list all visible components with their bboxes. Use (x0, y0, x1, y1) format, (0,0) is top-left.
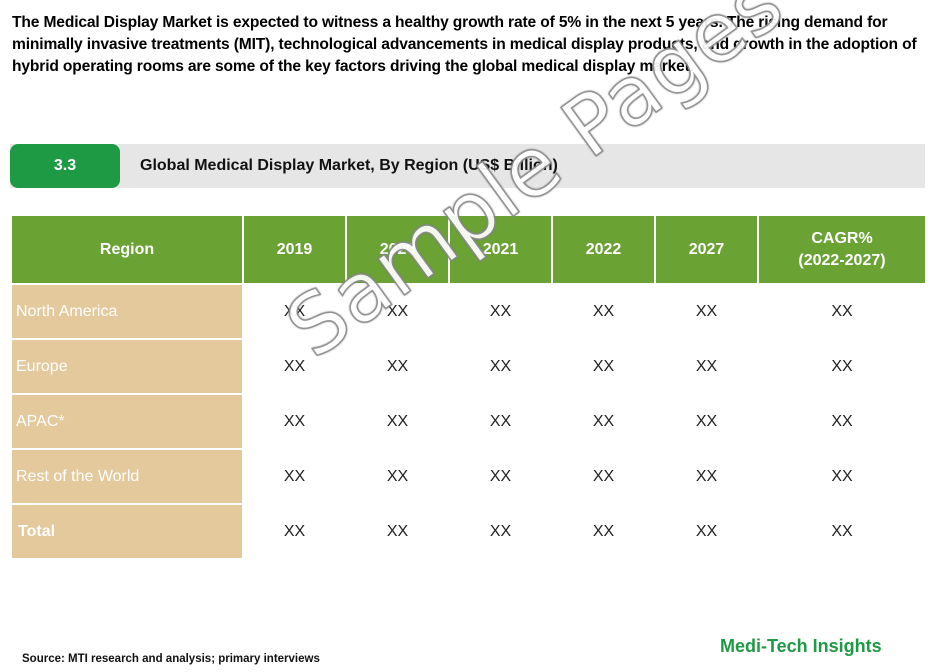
header-region: Region (10, 214, 244, 285)
market-by-region-table: Region 2019 2020 2021 2022 2027 CAGR% (2… (10, 214, 927, 560)
value-cell: XX (242, 283, 347, 340)
value-cell: XX (345, 338, 450, 395)
value-cell: XX (757, 338, 927, 395)
header-2019: 2019 (242, 214, 347, 285)
value-cell: XX (654, 393, 759, 450)
value-cell: XX (242, 448, 347, 505)
value-cell: XX (242, 338, 347, 395)
source-note: Source: MTI research and analysis; prima… (22, 653, 320, 665)
table-row: Rest of the World XX XX XX XX XX XX (10, 448, 927, 505)
brand-logo-text: Medi-Tech Insights (720, 636, 882, 656)
value-cell: XX (654, 283, 759, 340)
value-cell: XX (345, 448, 450, 505)
table-row: North America XX XX XX XX XX XX (10, 283, 927, 340)
region-cell: North America (10, 283, 244, 340)
header-2022: 2022 (551, 214, 656, 285)
header-2021: 2021 (448, 214, 553, 285)
value-cell: XX (345, 503, 450, 560)
value-cell: XX (448, 393, 553, 450)
value-cell: XX (757, 283, 927, 340)
value-cell: XX (551, 338, 656, 395)
table-row: Total XX XX XX XX XX XX (10, 503, 927, 560)
section-title: Global Medical Display Market, By Region… (140, 157, 558, 174)
value-cell: XX (448, 283, 553, 340)
intro-paragraph: The Medical Display Market is expected t… (12, 14, 917, 75)
section-number-badge: 3.3 (10, 144, 120, 188)
region-cell: Rest of the World (10, 448, 244, 505)
table-header-row: Region 2019 2020 2021 2022 2027 CAGR% (2… (10, 214, 927, 285)
value-cell: XX (448, 338, 553, 395)
value-cell: XX (654, 503, 759, 560)
region-cell: Total (10, 503, 244, 560)
region-cell: APAC* (10, 393, 244, 450)
value-cell: XX (551, 448, 656, 505)
section-header-bar (10, 144, 925, 188)
value-cell: XX (757, 448, 927, 505)
value-cell: XX (448, 503, 553, 560)
table-row: APAC* XX XX XX XX XX XX (10, 393, 927, 450)
value-cell: XX (242, 503, 347, 560)
header-cagr: CAGR% (2022-2027) (757, 214, 927, 285)
header-cagr-period: (2022-2027) (798, 251, 886, 269)
value-cell: XX (242, 393, 347, 450)
value-cell: XX (551, 283, 656, 340)
value-cell: XX (345, 283, 450, 340)
value-cell: XX (654, 448, 759, 505)
region-cell: Europe (10, 338, 244, 395)
header-2027: 2027 (654, 214, 759, 285)
value-cell: XX (757, 393, 927, 450)
value-cell: XX (551, 503, 656, 560)
value-cell: XX (654, 338, 759, 395)
header-2020: 2020 (345, 214, 450, 285)
value-cell: XX (345, 393, 450, 450)
value-cell: XX (757, 503, 927, 560)
value-cell: XX (551, 393, 656, 450)
header-cagr-label: CAGR% (811, 229, 873, 247)
value-cell: XX (448, 448, 553, 505)
table-row: Europe XX XX XX XX XX XX (10, 338, 927, 395)
